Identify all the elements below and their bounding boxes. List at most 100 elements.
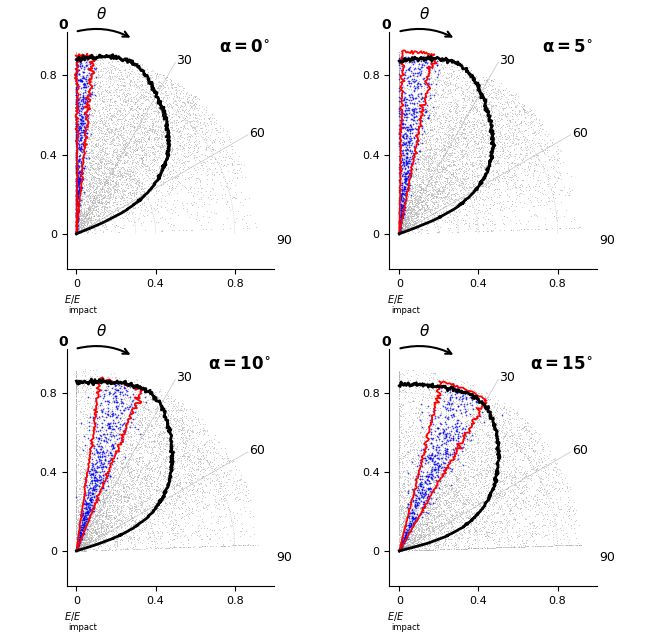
Point (82, 208, 93, 218)
Point (77, 476, 88, 487)
Point (172, 433, 182, 443)
Point (72, 217, 82, 227)
Point (430, 185, 440, 195)
Point (398, 538, 408, 548)
Point (73, 464, 83, 475)
Point (442, 530, 453, 540)
Point (430, 162, 440, 172)
Point (86, 146, 97, 156)
Point (71, 409, 82, 419)
Point (404, 182, 415, 192)
Point (394, 228, 405, 238)
Point (99, 96, 109, 106)
Point (489, 527, 500, 538)
Point (481, 104, 491, 115)
Point (441, 98, 451, 108)
Point (73, 168, 83, 178)
Point (162, 160, 172, 170)
Point (88, 120, 99, 130)
Point (400, 541, 410, 552)
Point (139, 457, 150, 468)
Point (444, 503, 455, 513)
Point (417, 531, 428, 541)
Point (553, 155, 564, 165)
Point (475, 476, 485, 486)
Point (434, 149, 445, 159)
Point (169, 115, 180, 125)
Point (109, 505, 119, 515)
Point (71, 486, 82, 496)
Point (74, 538, 84, 548)
Point (102, 203, 112, 213)
Point (188, 92, 198, 103)
Point (409, 109, 419, 119)
Point (120, 474, 131, 484)
Point (71, 76, 82, 87)
Point (128, 115, 138, 125)
Point (118, 419, 129, 429)
Point (517, 541, 528, 552)
Point (171, 443, 181, 454)
Point (453, 457, 463, 467)
Point (75, 226, 86, 236)
Point (169, 401, 179, 411)
Point (410, 179, 421, 189)
Point (426, 143, 436, 153)
Point (71, 370, 82, 380)
Point (426, 515, 436, 526)
Point (394, 61, 405, 71)
Point (491, 456, 502, 466)
Point (472, 88, 482, 98)
Point (483, 449, 493, 459)
Point (529, 164, 540, 175)
Point (71, 422, 82, 432)
Point (394, 73, 404, 83)
Point (71, 492, 82, 502)
Point (71, 228, 82, 238)
Point (409, 76, 420, 86)
Point (429, 180, 439, 190)
Point (112, 127, 123, 138)
Point (141, 519, 151, 529)
Point (474, 115, 485, 125)
Point (94, 175, 104, 185)
Point (107, 497, 117, 507)
Point (406, 511, 417, 521)
Point (471, 86, 481, 96)
Point (395, 222, 405, 232)
Point (172, 126, 182, 136)
Point (445, 173, 455, 183)
Point (167, 497, 177, 508)
Point (408, 365, 419, 375)
Point (163, 450, 173, 461)
Point (84, 110, 95, 120)
Point (97, 171, 108, 182)
Point (94, 158, 104, 168)
Point (413, 138, 423, 148)
Point (84, 59, 95, 69)
Point (71, 387, 82, 397)
Point (397, 217, 407, 227)
Point (191, 135, 201, 145)
Point (404, 218, 414, 229)
Point (471, 183, 481, 193)
Point (433, 452, 443, 462)
Point (124, 395, 135, 405)
Point (164, 529, 175, 539)
Point (484, 478, 494, 488)
Point (112, 180, 123, 190)
Point (73, 455, 83, 466)
Point (394, 385, 404, 395)
Point (394, 176, 405, 187)
Point (515, 108, 526, 118)
Point (144, 131, 154, 141)
Point (446, 438, 456, 448)
Point (96, 125, 107, 136)
Point (394, 155, 404, 166)
Point (94, 433, 104, 443)
Point (398, 541, 409, 551)
Point (448, 122, 458, 132)
Point (79, 508, 90, 518)
Point (439, 191, 450, 201)
Point (170, 419, 181, 429)
